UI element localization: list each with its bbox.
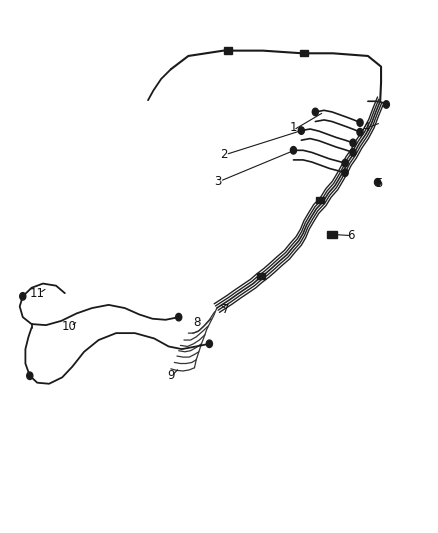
- Circle shape: [27, 372, 33, 379]
- Text: 9: 9: [167, 369, 175, 382]
- Circle shape: [298, 127, 304, 134]
- Text: 4: 4: [362, 122, 370, 134]
- Text: 8: 8: [194, 316, 201, 329]
- Text: 11: 11: [30, 287, 45, 300]
- Bar: [300, 50, 308, 56]
- Circle shape: [383, 101, 389, 108]
- Circle shape: [342, 159, 348, 167]
- Text: 5: 5: [375, 177, 382, 190]
- Circle shape: [357, 128, 363, 136]
- Text: 10: 10: [62, 320, 77, 333]
- Circle shape: [290, 147, 297, 154]
- Circle shape: [350, 139, 356, 147]
- Circle shape: [374, 179, 381, 186]
- Bar: [224, 47, 232, 54]
- Text: 2: 2: [219, 148, 227, 161]
- Circle shape: [350, 149, 356, 156]
- Text: 6: 6: [346, 229, 354, 242]
- Bar: [257, 273, 265, 279]
- Bar: [327, 231, 337, 238]
- Text: 1: 1: [290, 122, 297, 134]
- Circle shape: [206, 340, 212, 348]
- Circle shape: [20, 293, 26, 300]
- Circle shape: [312, 108, 318, 116]
- Circle shape: [357, 119, 363, 126]
- Text: 7: 7: [222, 303, 230, 316]
- Circle shape: [342, 169, 348, 176]
- Text: 3: 3: [215, 175, 222, 188]
- Circle shape: [176, 313, 182, 321]
- Bar: [316, 197, 324, 203]
